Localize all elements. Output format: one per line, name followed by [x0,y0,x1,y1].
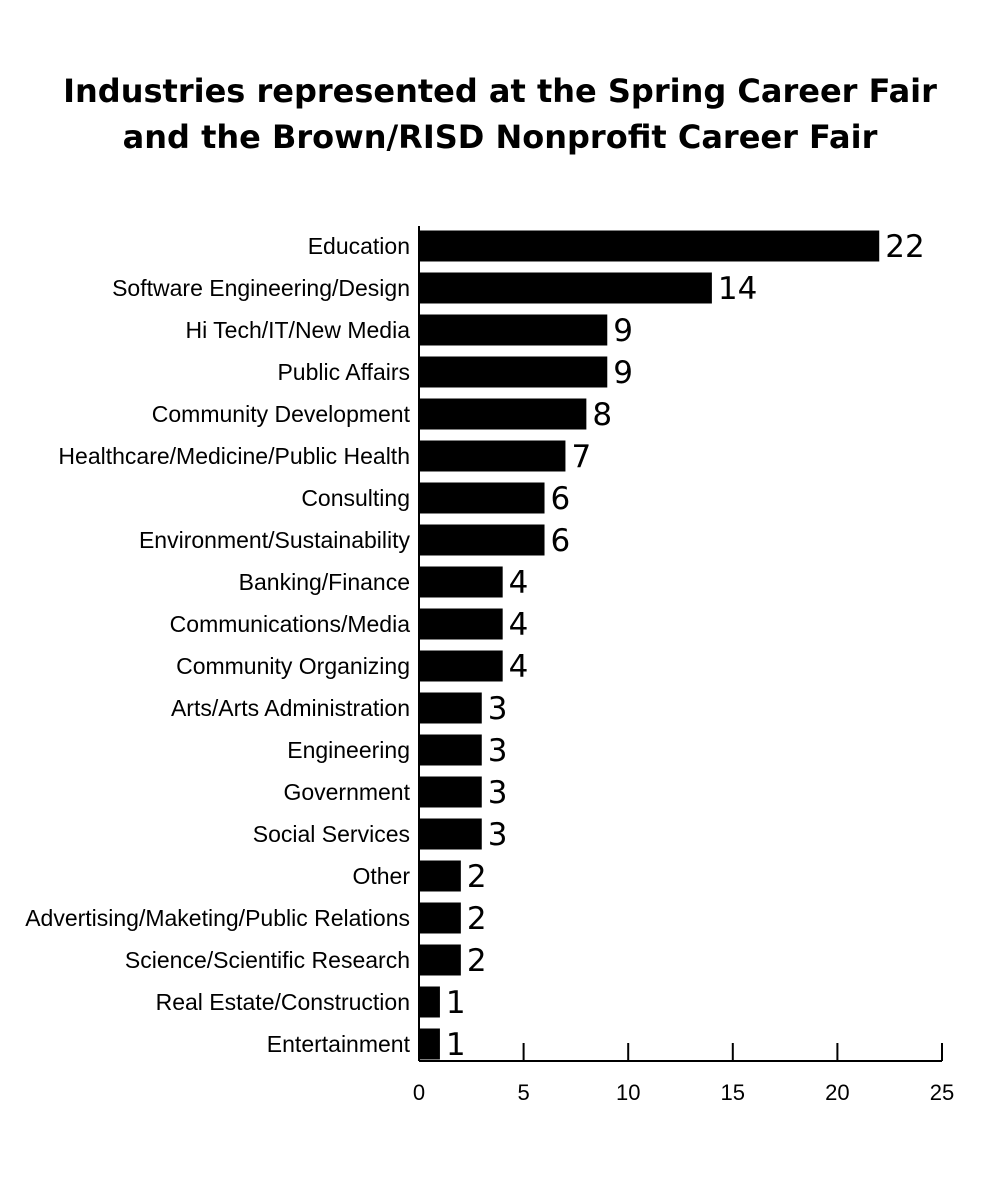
data-label: 2 [467,943,487,979]
data-label: 4 [509,607,529,643]
data-label: 22 [885,229,924,265]
category-label: Community Development [152,401,411,427]
chart-title-line-2: and the Brown/RISD Nonprofit Career Fair [122,118,878,156]
data-label: 8 [592,397,612,433]
bar [419,398,587,430]
category-label: Advertising/Maketing/Public Relations [25,905,410,931]
chart-title-line-1: Industries represented at the Spring Car… [63,72,937,110]
category-label: Software Engineering/Design [112,275,410,301]
bar [419,902,461,934]
bar [419,986,440,1018]
x-tick-label: 15 [721,1080,745,1105]
data-label: 3 [488,733,508,769]
bar [419,356,608,388]
category-label: Arts/Arts Administration [171,695,410,721]
category-label: Government [283,779,410,805]
bar [419,524,545,556]
category-label: Engineering [287,737,410,763]
bar [419,734,482,766]
data-label: 6 [551,481,571,517]
x-tick-label: 20 [825,1080,849,1105]
bar [419,440,566,472]
bar [419,944,461,976]
data-label: 3 [488,775,508,811]
data-label: 3 [488,817,508,853]
category-label: Entertainment [267,1031,411,1057]
data-label: 3 [488,691,508,727]
data-label: 6 [551,523,571,559]
bar [419,314,608,346]
bar [419,776,482,808]
category-label: Communications/Media [170,611,411,637]
x-tick-label: 25 [930,1080,954,1105]
bar [419,692,482,724]
data-label: 4 [509,565,529,601]
bar [419,566,503,598]
bar [419,272,712,304]
category-label: Healthcare/Medicine/Public Health [58,443,410,469]
data-label: 7 [571,439,591,475]
x-tick-label: 0 [413,1080,425,1105]
bar [419,818,482,850]
category-label: Hi Tech/IT/New Media [185,317,410,343]
x-tick-label: 10 [616,1080,640,1105]
data-label: 9 [613,313,633,349]
data-label: 14 [718,271,757,307]
bar [419,650,503,682]
bar [419,608,503,640]
category-label: Science/Scientific Research [125,947,410,973]
bar [419,1028,440,1060]
category-label: Community Organizing [176,653,410,679]
data-label: 1 [446,1027,466,1063]
chart-title: Industries represented at the Spring Car… [0,68,1000,160]
data-label: 2 [467,901,487,937]
bar [419,230,880,262]
category-label: Real Estate/Construction [156,989,410,1015]
data-label: 1 [446,985,466,1021]
category-label: Public Affairs [277,359,410,385]
axes-group: 0 5 10 15 20 25 [413,226,954,1105]
category-label: Consulting [301,485,410,511]
category-label: Other [352,863,410,889]
category-label: Social Services [253,821,410,847]
data-label: 2 [467,859,487,895]
category-label: Education [308,233,410,259]
data-label: 9 [613,355,633,391]
bar [419,482,545,514]
category-label: Environment/Sustainability [139,527,411,553]
x-tick-label: 5 [517,1080,529,1105]
bar [419,860,461,892]
category-label: Banking/Finance [239,569,410,595]
data-label: 4 [509,649,529,685]
